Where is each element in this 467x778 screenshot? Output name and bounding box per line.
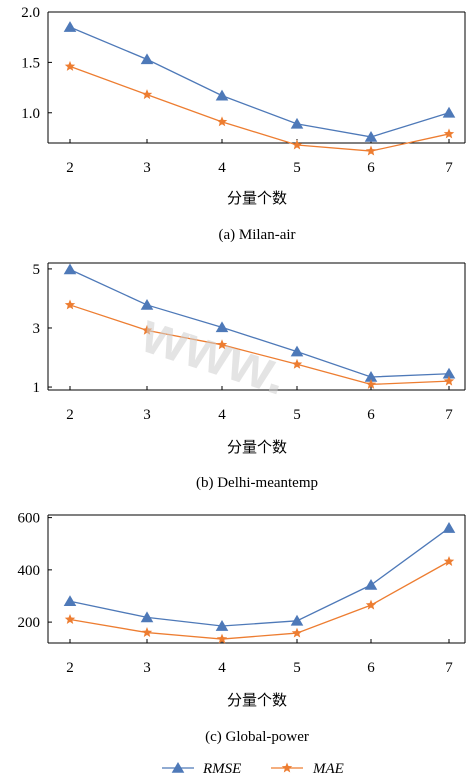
- rmse-point: [290, 117, 304, 129]
- rmse-point: [215, 89, 229, 101]
- x-tick-label: 5: [293, 407, 301, 423]
- mae-point: [64, 60, 76, 71]
- x-tick-label: 3: [143, 660, 151, 676]
- mae-point: [365, 378, 377, 389]
- mae-point: [291, 139, 303, 150]
- y-tick-label: 400: [18, 563, 41, 579]
- rmse-point: [364, 579, 378, 590]
- panel-caption: (c) Global-power: [205, 729, 309, 745]
- rmse-point: [364, 371, 378, 382]
- legend-rmse-label: RMSE: [202, 761, 241, 777]
- mae-point: [141, 89, 153, 100]
- series-line-mae: [69, 65, 450, 152]
- rmse-point: [63, 263, 77, 275]
- x-tick-label: 7: [445, 160, 453, 176]
- mae-point: [141, 324, 153, 335]
- x-tick-label: 5: [293, 660, 301, 676]
- y-tick-label: 5: [33, 262, 41, 278]
- x-tick-label: 3: [143, 407, 151, 423]
- legend-rmse-marker: [171, 762, 185, 773]
- legend-mae-marker: [281, 762, 293, 773]
- series-line-rmse: [69, 26, 450, 138]
- series-line-rmse: [69, 527, 450, 627]
- x-tick-label: 2: [66, 160, 74, 176]
- rmse-point: [63, 595, 77, 607]
- watermark-text: www.: [133, 300, 296, 408]
- rmse-point: [290, 345, 304, 357]
- x-tick-label: 5: [293, 160, 301, 176]
- mae-point: [291, 627, 303, 638]
- x-tick-label: 6: [367, 660, 375, 676]
- y-tick-label: 3: [33, 321, 41, 337]
- mae-point: [365, 599, 377, 610]
- rmse-point: [215, 620, 229, 631]
- rmse-point: [290, 614, 304, 626]
- mae-point: [216, 633, 228, 644]
- chart-panel-1: 1.0 1.5 2.0 2 3 4 5 6 7 分量个数 (a) Milan-air: [21, 5, 466, 243]
- rmse-point: [140, 611, 154, 623]
- x-tick-label: 4: [218, 660, 226, 676]
- mae-point: [216, 339, 228, 350]
- chart-panel-3: 200 400 600 2 3 4 5 6 7 分量个数 (c) Global-power: [18, 511, 466, 745]
- y-tick-label: 1.0: [21, 106, 40, 122]
- mae-point: [443, 128, 455, 139]
- x-tick-label: 6: [367, 407, 375, 423]
- x-tick-label: 3: [143, 160, 151, 176]
- mae-point: [443, 556, 455, 566]
- rmse-point: [442, 106, 456, 118]
- x-tick-label: 7: [445, 407, 453, 423]
- rmse-point: [364, 130, 378, 142]
- panel-caption: (a) Milan-air: [218, 227, 295, 243]
- mae-point: [64, 299, 76, 310]
- y-tick-label: 1: [33, 380, 41, 396]
- mae-point: [141, 627, 153, 637]
- mae-point: [443, 375, 455, 386]
- rmse-point: [442, 367, 456, 379]
- mae-point: [365, 145, 377, 156]
- x-tick-label: 6: [367, 160, 375, 176]
- series-line-rmse: [69, 268, 450, 378]
- legend-mae-label: MAE: [312, 761, 344, 777]
- mae-point: [216, 116, 228, 127]
- rmse-point: [140, 53, 154, 65]
- rmse-point: [140, 298, 154, 310]
- y-tick-label: 200: [18, 615, 41, 631]
- x-tick-label: 7: [445, 660, 453, 676]
- x-axis-label: 分量个数: [227, 438, 287, 456]
- x-tick-label: 2: [66, 660, 74, 676]
- legend: RMSE MAE: [162, 761, 344, 777]
- y-tick-label: 2.0: [21, 5, 40, 21]
- x-tick-label: 2: [66, 407, 74, 423]
- mae-point: [291, 358, 303, 369]
- rmse-point: [442, 522, 456, 533]
- panel-caption: (b) Delhi-meantemp: [196, 475, 318, 491]
- rmse-point: [63, 21, 77, 32]
- series-line-mae: [69, 304, 450, 386]
- rmse-point: [215, 321, 229, 333]
- x-tick-label: 4: [218, 160, 226, 176]
- y-tick-label: 1.5: [21, 55, 40, 71]
- mae-point: [64, 613, 76, 624]
- x-axis-label: 分量个数: [227, 189, 287, 207]
- x-tick-label: 4: [218, 407, 226, 423]
- y-tick-label: 600: [18, 511, 41, 527]
- chart-panel-2: 1 3 5 2 3 4 5 6 7 分量个数 (b) Delhi-meantemp: [33, 262, 466, 491]
- x-axis-label: 分量个数: [227, 691, 287, 709]
- series-line-mae: [69, 560, 450, 640]
